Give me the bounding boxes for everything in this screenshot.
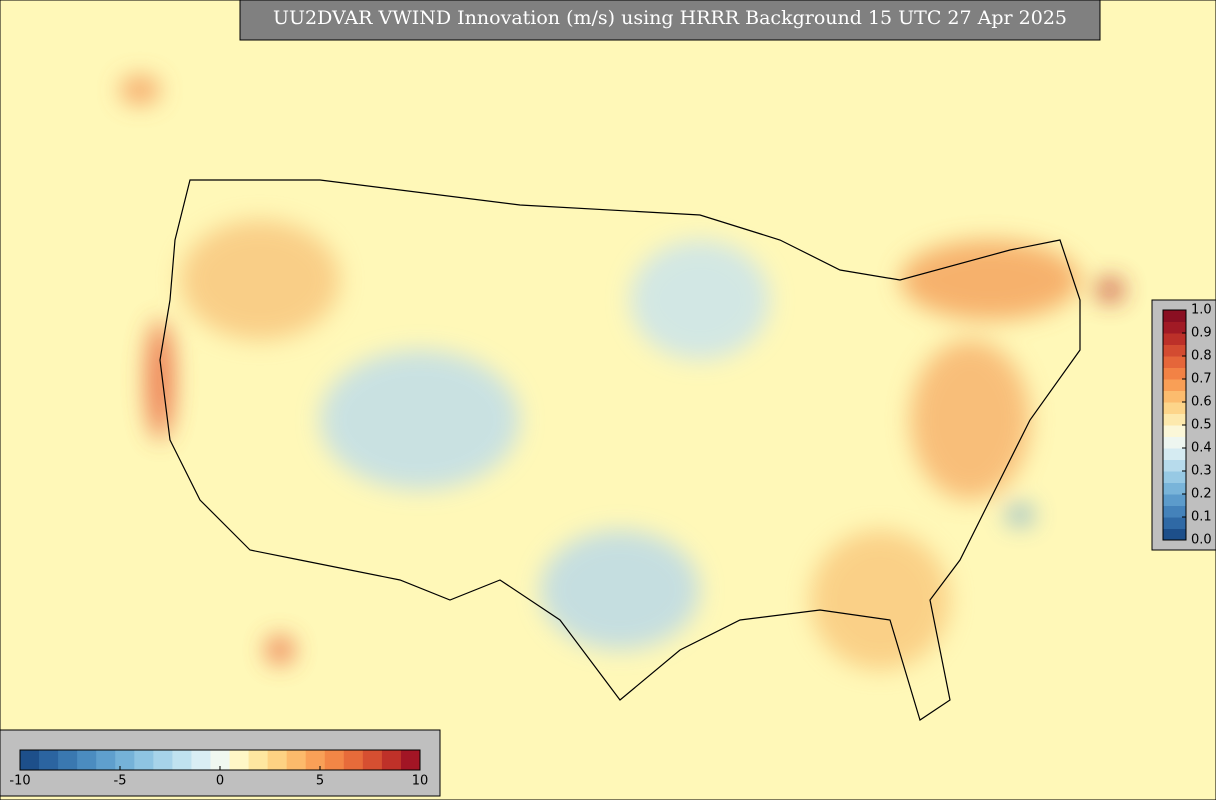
- map-title: UU2DVAR VWIND Innovation (m/s) using HRR…: [273, 7, 1067, 29]
- colorbar-swatch: [381, 750, 402, 770]
- colorbar-swatch: [248, 750, 269, 770]
- colorbar-swatch: [1163, 471, 1186, 483]
- colorbar-swatch: [1163, 425, 1186, 437]
- colorbar-tick-label: 0.6: [1191, 395, 1212, 410]
- colorbar-tick-label: -5: [114, 774, 127, 789]
- colorbar-tick-label: 1.0: [1191, 303, 1212, 318]
- colorbar-swatch: [1163, 528, 1186, 541]
- colorbar-swatch: [77, 750, 97, 770]
- colorbar-tick-label: -10: [9, 774, 30, 789]
- colorbar-swatch: [267, 750, 288, 770]
- colorbar-swatch: [1163, 436, 1186, 449]
- colorbar-tick-label: 0.1: [1191, 510, 1212, 525]
- colorbar-swatch: [343, 750, 364, 770]
- colorbar-swatch: [400, 750, 421, 770]
- colorbar-swatch: [1163, 321, 1186, 334]
- colorbar-tick-label: 5: [316, 774, 324, 789]
- colorbar-tick-label: 0.7: [1191, 372, 1212, 387]
- colorbar-swatch: [172, 750, 192, 770]
- colorbar-bottom: -10 -5 0 5 10: [9, 749, 429, 789]
- title-box: [239, 0, 1101, 41]
- colorbar-swatch: [1163, 448, 1186, 460]
- colorbar-tick-label: 10: [412, 774, 429, 789]
- colorbar-swatch: [362, 750, 383, 770]
- colorbar-swatch: [39, 750, 59, 770]
- colorbar-swatch: [1163, 494, 1186, 506]
- innovation-field: [120, 76, 1124, 670]
- colorbar-right: 0.0 0.1 0.2 0.3 0.4 0.5 0.6 0.7 0.8 0.9 1.0: [1162, 303, 1212, 548]
- colorbar-swatch: [210, 750, 231, 770]
- colorbar-swatch: [1163, 482, 1186, 495]
- colorbar-swatch: [1163, 517, 1186, 529]
- colorbar-swatch: [1163, 459, 1186, 472]
- colorbar-tick-label: 0.8: [1191, 349, 1212, 364]
- colorbar-tick-label: 0.2: [1191, 487, 1212, 502]
- colorbar-swatch: [134, 750, 154, 770]
- colorbar-tick-label: 0.4: [1191, 441, 1212, 456]
- colorbar-tick-label: 0.5: [1191, 418, 1212, 433]
- colorbar-swatch: [58, 750, 78, 770]
- colorbar-swatch: [96, 750, 116, 770]
- colorbar-swatch: [1163, 402, 1186, 414]
- colorbar-swatch: [229, 750, 250, 770]
- colorbar-swatch: [1163, 367, 1186, 380]
- colorbar-swatch: [1163, 390, 1186, 403]
- colorbar-swatch: [1163, 310, 1186, 322]
- colorbar-tick-label: 0: [216, 774, 224, 789]
- colorbar-swatch: [1163, 413, 1186, 426]
- colorbar-tick-label: 0.3: [1191, 464, 1212, 479]
- colorbar-swatch: [1163, 333, 1186, 345]
- colorbar-swatch: [153, 750, 173, 770]
- colorbar-swatch: [305, 750, 326, 770]
- colorbar-swatch: [1163, 356, 1186, 368]
- colorbar-tick-label: 0.0: [1191, 533, 1212, 548]
- colorbar-swatch: [1163, 505, 1186, 518]
- colorbar-swatch: [115, 750, 135, 770]
- colorbar-swatch: [1163, 379, 1186, 391]
- colorbar-swatch: [20, 750, 40, 770]
- colorbar-tick-label: 0.9: [1191, 326, 1212, 341]
- colorbar-swatch: [324, 750, 345, 770]
- colorbar-swatch: [1163, 344, 1186, 357]
- coastline: [159, 179, 1081, 721]
- colorbar-swatch: [286, 750, 307, 770]
- colorbar-swatch: [191, 750, 211, 770]
